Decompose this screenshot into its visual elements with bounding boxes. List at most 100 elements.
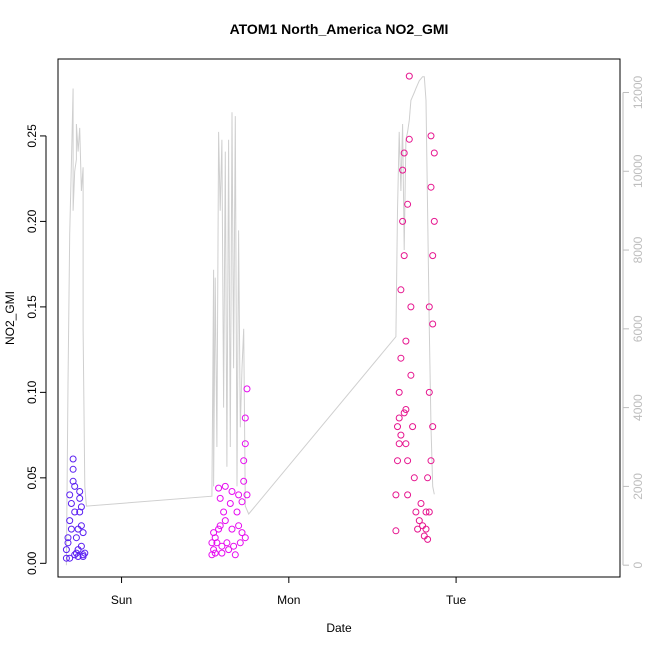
- data-point: [72, 534, 80, 542]
- y-tick-label: 0.15: [25, 295, 39, 319]
- x-tick-label: Sun: [111, 593, 132, 607]
- data-point: [79, 529, 87, 537]
- data-point: [405, 72, 413, 80]
- y-tick-label: 0.10: [25, 380, 39, 404]
- data-point: [243, 385, 251, 393]
- data-point: [241, 440, 249, 448]
- data-point: [228, 525, 236, 533]
- data-point: [241, 534, 249, 542]
- data-point: [429, 320, 437, 328]
- data-point: [67, 500, 75, 507]
- data-point: [243, 491, 251, 499]
- y2-tick-label: 4000: [631, 394, 645, 421]
- data-point: [216, 494, 224, 502]
- data-point: [226, 500, 234, 507]
- data-point: [79, 553, 87, 560]
- data-point: [397, 286, 405, 294]
- data-point: [402, 406, 410, 413]
- y2-tick-label: 0: [631, 562, 645, 569]
- data-point: [77, 542, 85, 550]
- data-point: [71, 482, 79, 490]
- data-point: [220, 508, 228, 516]
- data-point: [425, 303, 433, 311]
- data-point: [410, 474, 418, 482]
- data-point: [241, 414, 249, 422]
- data-point: [409, 423, 417, 431]
- data-point: [213, 539, 221, 547]
- data-point: [69, 465, 77, 473]
- data-point: [74, 546, 82, 554]
- data-point: [430, 217, 438, 225]
- data-point: [424, 535, 432, 543]
- data-point: [76, 494, 84, 502]
- data-point: [405, 135, 413, 143]
- x-axis: Sun Mon Tue: [111, 576, 467, 607]
- data-point: [404, 491, 412, 499]
- plot-frame: [57, 58, 621, 578]
- data-point: [429, 423, 437, 431]
- altitude-line-layer: [65, 76, 435, 566]
- x-tick-label: Tue: [446, 593, 467, 607]
- data-point: [210, 546, 218, 554]
- data-point: [218, 549, 226, 557]
- data-point: [67, 525, 75, 533]
- data-point: [422, 525, 430, 533]
- data-point: [66, 517, 74, 525]
- data-point: [240, 477, 248, 485]
- y2-tick-label: 12000: [631, 75, 645, 109]
- data-point: [211, 549, 219, 557]
- altitude-line: [65, 76, 435, 566]
- data-point: [394, 457, 401, 465]
- y-tick-label: 0.00: [25, 551, 39, 575]
- data-point: [77, 522, 85, 530]
- data-point: [216, 522, 224, 530]
- data-point: [236, 539, 244, 547]
- y2-tick-label: 2000: [631, 473, 645, 500]
- data-point: [422, 508, 430, 516]
- data-point: [404, 457, 412, 465]
- data-point: [221, 517, 229, 525]
- data-point: [394, 423, 401, 431]
- chart-title: ATOM1 North_America NO2_GMI: [230, 21, 449, 37]
- data-point: [427, 132, 435, 140]
- data-point: [62, 554, 70, 562]
- data-point: [404, 200, 412, 208]
- data-point: [221, 482, 229, 490]
- y2-tick-label: 10000: [631, 154, 645, 188]
- data-point: [238, 498, 246, 506]
- data-point: [71, 551, 79, 559]
- data-point: [427, 183, 435, 191]
- data-point: [240, 457, 248, 465]
- y-axis: 0.00 0.05 0.10 0.15 0.20 0.25: [25, 124, 47, 575]
- data-point: [397, 354, 405, 362]
- data-point: [62, 546, 70, 554]
- data-point: [64, 534, 72, 542]
- data-point: [427, 457, 435, 465]
- data-point: [419, 522, 427, 530]
- data-point: [235, 522, 243, 530]
- data-point: [81, 549, 89, 557]
- y2-tick-label: 8000: [631, 236, 645, 263]
- data-point: [399, 166, 407, 174]
- data-point: [215, 484, 223, 492]
- data-point: [407, 371, 415, 379]
- y2-tick-label: 6000: [631, 315, 645, 342]
- data-point: [395, 388, 403, 396]
- data-point: [407, 303, 415, 311]
- data-point: [424, 474, 432, 482]
- data-point: [415, 517, 423, 525]
- data-point: [233, 508, 241, 516]
- data-point: [77, 503, 85, 511]
- data-point: [397, 431, 405, 439]
- data-point: [414, 525, 422, 533]
- data-point: [417, 500, 425, 507]
- data-point: [71, 508, 79, 516]
- data-point: [66, 554, 74, 562]
- data-point: [400, 409, 408, 417]
- data-point: [69, 455, 77, 463]
- y2-axis: 0 2000 4000 6000 8000 10000 12000: [622, 75, 645, 569]
- data-point: [74, 553, 82, 560]
- data-point: [231, 551, 239, 559]
- y-tick-label: 0.05: [25, 466, 39, 490]
- data-point: [395, 414, 403, 422]
